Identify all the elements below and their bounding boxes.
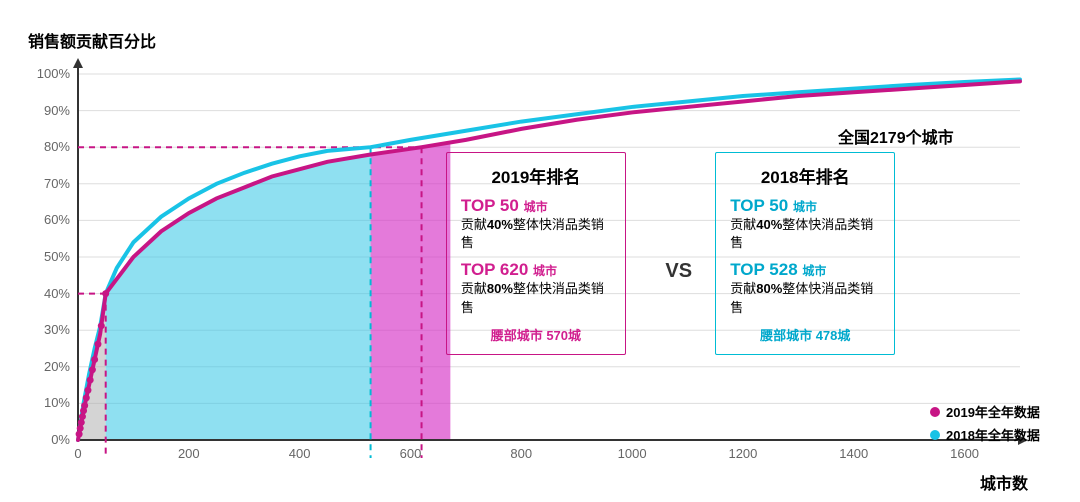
ytick-label: 0% [30,432,70,447]
xtick-label: 400 [280,446,320,461]
panel-2019-desc2: 贡献80%整体快消品类销售 [461,280,611,316]
ytick-label: 90% [30,103,70,118]
legend-item: 2018年全年数据 [930,425,1040,444]
panel-2019-top1: TOP 50 城市 [461,196,611,216]
xtick-label: 0 [58,446,98,461]
panel-2018-desc1: 贡献40%整体快消品类销售 [730,216,880,252]
ytick-label: 80% [30,139,70,154]
panel-2019-top2: TOP 620 城市 [461,260,611,280]
panel-2019-top1-label: TOP 50 [461,196,519,215]
panel-2019-desc1: 贡献40%整体快消品类销售 [461,216,611,252]
legend-label: 2019年全年数据 [946,402,1040,421]
xtick-label: 1400 [834,446,874,461]
panel-2018-top1-label: TOP 50 [730,196,788,215]
vs-label: VS [665,260,692,283]
ytick-label: 30% [30,322,70,337]
ytick-label: 40% [30,286,70,301]
panel-2019-bottom: 腰部城市 570城 [461,325,611,344]
panel-2018-bottom: 腰部城市 478城 [730,325,880,344]
panel-2019-title: 2019年排名 [461,163,611,188]
ytick-label: 70% [30,176,70,191]
ytick-label: 20% [30,359,70,374]
panel-2018-top2: TOP 528 城市 [730,260,880,280]
xtick-label: 1000 [612,446,652,461]
panel-2019-top2-label: TOP 620 [461,260,528,279]
chart-container: 销售额贡献百分比 城市数 全国2179个城市 0%10%20%30%40%50%… [0,0,1080,502]
xtick-label: 200 [169,446,209,461]
panel-2019-top1-suffix: 城市 [524,200,548,214]
panel-2018-top2-label: TOP 528 [730,260,797,279]
legend: 2019年全年数据 2018年全年数据 [930,402,1040,448]
panel-2018-top1: TOP 50 城市 [730,196,880,216]
panel-2018-top2-suffix: 城市 [802,264,826,278]
ytick-label: 100% [30,66,70,81]
legend-dot-icon [930,407,940,417]
xtick-label: 600 [390,446,430,461]
xtick-label: 1600 [945,446,985,461]
panel-2018: 2018年排名 TOP 50 城市 贡献40%整体快消品类销售 TOP 528 … [715,152,895,355]
legend-item: 2019年全年数据 [930,402,1040,421]
panel-2018-title: 2018年排名 [730,163,880,188]
panel-2019-top2-suffix: 城市 [533,264,557,278]
xtick-label: 1200 [723,446,763,461]
national-label: 全国2179个城市 [838,124,954,148]
ytick-label: 60% [30,212,70,227]
panel-2018-top1-suffix: 城市 [793,200,817,214]
panel-2019: 2019年排名 TOP 50 城市 贡献40%整体快消品类销售 TOP 620 … [446,152,626,355]
xtick-label: 800 [501,446,541,461]
ytick-label: 50% [30,249,70,264]
legend-label: 2018年全年数据 [946,425,1040,444]
ytick-label: 10% [30,395,70,410]
panel-2018-desc2: 贡献80%整体快消品类销售 [730,280,880,316]
legend-dot-icon [930,430,940,440]
